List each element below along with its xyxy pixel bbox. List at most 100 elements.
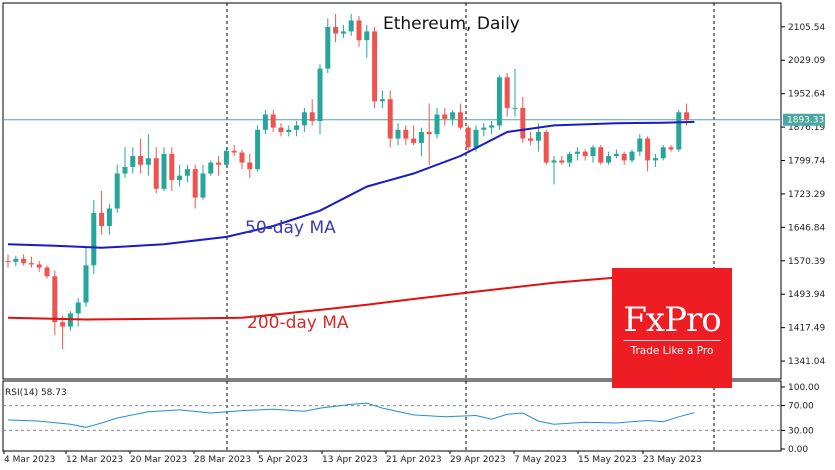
candle-body (239, 152, 245, 163)
candle-body (36, 264, 42, 268)
candle-body (442, 114, 448, 119)
candle-77 (598, 145, 604, 165)
candle-body (262, 114, 268, 130)
candle-body (606, 156, 612, 163)
candle-44 (340, 24, 346, 38)
price-tick-label: 1570.39 (788, 257, 825, 267)
main-plot-border (2, 2, 782, 380)
candle-body (208, 162, 214, 174)
candle-73 (567, 151, 573, 167)
ma200-line (7, 270, 695, 321)
candle-79 (613, 149, 619, 159)
candle-8 (60, 315, 66, 350)
date-tick-label: 21 Apr 2023 (386, 455, 442, 465)
candle-body (629, 151, 635, 161)
candle-57 (442, 107, 448, 126)
candle-body (582, 151, 588, 157)
candle-body (551, 160, 557, 163)
candle-body (637, 138, 643, 152)
candle-body (247, 162, 253, 170)
candle-body (684, 112, 690, 120)
candle-82 (637, 134, 643, 157)
rsi-tick-label: 0.00 (788, 445, 808, 455)
candle-52 (403, 125, 409, 146)
date-tick-label: 15 May 2023 (578, 455, 637, 465)
candle-body (99, 212, 105, 226)
price-tick-label: 1799.74 (788, 157, 825, 167)
candle-84 (652, 153, 658, 167)
candle-body (60, 322, 66, 327)
candle-65 (504, 72, 510, 117)
candle-68 (528, 131, 534, 146)
candle-28 (216, 156, 222, 176)
rsi-tick-label: 30.00 (788, 426, 814, 436)
candle-71 (551, 156, 557, 185)
candle-body (13, 258, 19, 262)
brand-tagline: Trade Like a Pro (630, 345, 714, 357)
candle-23 (177, 164, 183, 187)
candle-body (301, 112, 307, 126)
candle-body (504, 77, 510, 108)
candle-60 (465, 125, 471, 152)
candle-39 (301, 107, 307, 132)
candle-1 (5, 254, 11, 268)
candle-34 (262, 110, 268, 135)
candle-body (223, 150, 229, 165)
candle-81 (629, 149, 635, 163)
candle-59 (457, 103, 463, 130)
candle-body (489, 125, 495, 128)
candle-21 (161, 147, 167, 191)
candle-26 (200, 164, 206, 200)
candle-body (333, 27, 339, 34)
candle-body (75, 302, 81, 314)
price-tick-label: 1876.19 (788, 123, 825, 133)
candle-body (613, 153, 619, 157)
candle-body (652, 158, 658, 161)
candle-2 (13, 255, 19, 267)
ma50-label: 50-day MA (245, 218, 336, 238)
price-tick-label: 2029.09 (788, 56, 825, 66)
candle-body (621, 153, 627, 161)
brand-divider (623, 340, 721, 341)
candle-30 (231, 145, 237, 157)
rsi-label: RSI(14) 58.73 (5, 388, 67, 398)
candle-72 (559, 156, 565, 165)
candle-66 (512, 68, 518, 117)
candle-22 (169, 147, 175, 191)
candle-body (348, 20, 354, 32)
candle-body (473, 129, 479, 148)
candle-body (418, 131, 424, 143)
candle-85 (660, 145, 666, 161)
candle-body (645, 138, 651, 161)
candle-67 (520, 97, 526, 143)
candle-6 (44, 265, 50, 279)
candle-body (676, 112, 682, 150)
candle-70 (543, 129, 549, 165)
candle-75 (582, 149, 588, 161)
candle-body (145, 158, 151, 165)
candle-58 (450, 110, 456, 126)
annotations: Ethereum, Daily 50-day MA 200-day MA RSI… (5, 14, 520, 398)
rsi-tick-label: 70.00 (788, 402, 814, 412)
candle-body (231, 150, 237, 153)
candle-body (450, 112, 456, 119)
candle-49 (379, 90, 385, 108)
candle-78 (606, 151, 612, 165)
candle-body (457, 112, 463, 128)
date-tick-label: 29 Apr 2023 (450, 455, 506, 465)
candle-10 (75, 298, 81, 327)
candle-55 (426, 103, 432, 165)
candle-7 (52, 270, 58, 336)
candle-53 (411, 125, 417, 146)
candle-body (325, 27, 331, 69)
candle-47 (364, 24, 370, 58)
candle-80 (621, 151, 627, 165)
candle-body (356, 20, 362, 41)
candle-74 (574, 147, 580, 161)
date-axis: 4 Mar 2023 12 Mar 2023 20 Mar 2023 28 Mar 2… (3, 451, 702, 465)
candle-body (216, 162, 222, 165)
candle-body (403, 129, 409, 139)
candle-body (28, 263, 34, 265)
candle-40 (309, 99, 315, 126)
candle-13 (99, 191, 105, 235)
